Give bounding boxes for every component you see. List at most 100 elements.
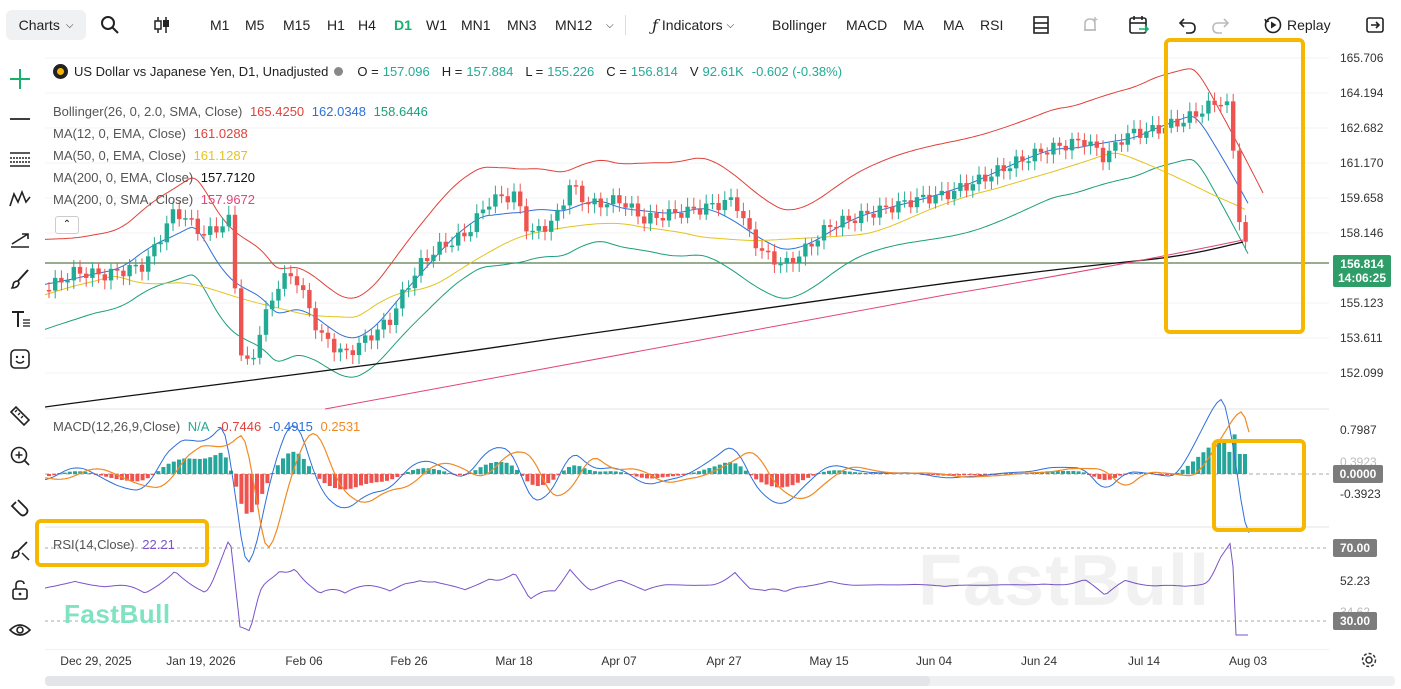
crosshair-tool[interactable] — [6, 65, 34, 93]
pattern-tool[interactable] — [6, 185, 34, 213]
quick-indicator-ma[interactable]: MA — [903, 17, 924, 33]
legend-ma-50[interactable]: MA(50, 0, EMA, Close) 161.1287 — [53, 148, 252, 163]
layout-button[interactable] — [1031, 10, 1051, 40]
replay-icon — [1264, 16, 1282, 34]
redo-button[interactable] — [1210, 10, 1230, 40]
timeframe-m5[interactable]: M5 — [245, 17, 265, 33]
macd-na: N/A — [187, 419, 210, 434]
candle-body — [139, 264, 145, 272]
undo-icon — [1178, 18, 1196, 34]
legend-macd[interactable]: MACD(12,26,9,Close) N/A -0.7446 -0.4915 … — [53, 419, 364, 434]
fib-tool[interactable] — [6, 145, 34, 173]
timeframe-mn1[interactable]: MN1 — [461, 17, 491, 33]
quick-indicator-ma-2[interactable]: MA — [943, 17, 964, 33]
price-tick: 158.146 — [1340, 226, 1384, 240]
exit-fullscreen-button[interactable] — [1365, 10, 1385, 40]
macd-histogram-bar — [197, 458, 202, 474]
brush-tool[interactable] — [6, 265, 34, 293]
replay-button[interactable]: Replay — [1263, 10, 1331, 40]
emoji-tool[interactable] — [6, 345, 34, 373]
timeframe-mn12[interactable]: MN12 — [555, 17, 593, 33]
candle-body — [883, 205, 889, 208]
timeframe-d1[interactable]: D1 — [394, 17, 412, 33]
chevron-down-icon: ⌵ — [726, 19, 735, 31]
macd-histogram-bar — [619, 472, 623, 474]
line-tool[interactable] — [6, 105, 34, 133]
macd-histogram-bar — [957, 474, 961, 476]
macd-histogram-bar — [1196, 456, 1201, 474]
macd-histogram-bar — [1066, 471, 1071, 474]
candle-body — [456, 232, 461, 246]
zoom-in-tool[interactable] — [6, 442, 34, 470]
hide-drawings-tool[interactable] — [6, 536, 34, 564]
legend-rsi[interactable]: RSI(14,Close) 22.21 — [53, 537, 179, 552]
macd-histogram-bar — [145, 474, 150, 479]
collapse-legend-button[interactable]: ⌃ — [55, 216, 79, 234]
timeframe-more-chevron-icon[interactable]: ⌵ — [606, 19, 614, 31]
date-axis[interactable]: Dec 29, 2025 Jan 19, 2026 Feb 06 Feb 26 … — [45, 650, 1329, 672]
macd-histogram-bar — [582, 468, 587, 474]
date-tick: Jan 19, 2026 — [166, 654, 236, 668]
candle-body — [573, 185, 579, 187]
macd-histogram-bar — [847, 471, 852, 474]
timeframe-m15[interactable]: M15 — [283, 17, 311, 33]
macd-value-1: -0.7446 — [217, 419, 262, 434]
macd-histogram-bar — [1185, 465, 1190, 474]
price-chart[interactable] — [45, 50, 1329, 650]
candle-body — [418, 258, 424, 276]
projection-tool[interactable] — [6, 225, 34, 253]
text-tool[interactable] — [6, 305, 34, 333]
candle-body — [735, 197, 740, 211]
quick-indicator-bollinger[interactable]: Bollinger — [772, 17, 827, 33]
legend-ma-200-sma[interactable]: MA(200, 0, SMA, Close) 157.9672 — [53, 192, 259, 207]
visibility-tool[interactable] — [6, 616, 34, 644]
magnet-tool[interactable] — [6, 496, 34, 524]
scrollbar-thumb[interactable] — [45, 676, 930, 686]
timeframe-h1[interactable]: H1 — [327, 17, 345, 33]
replay-label: Replay — [1287, 17, 1331, 33]
macd-histogram-bar — [88, 472, 93, 474]
ma-200-sma-line — [324, 239, 1244, 410]
candle-body — [214, 226, 219, 233]
macd-histogram-bar — [1237, 454, 1242, 474]
macd-histogram-bar — [962, 474, 967, 476]
chart-type-button[interactable] — [152, 10, 172, 40]
candle-body — [164, 223, 169, 243]
timeframe-w1[interactable]: W1 — [426, 17, 447, 33]
alert-button[interactable] — [1080, 10, 1100, 40]
zoom-in-icon — [10, 446, 30, 466]
macd-histogram-bar — [769, 474, 774, 487]
legend-ma-200-ema[interactable]: MA(200, 0, EMA, Close) 157.7120 — [53, 170, 259, 185]
charts-menu-button[interactable]: Charts ⌵ — [6, 10, 86, 40]
candle-body — [753, 229, 758, 249]
current-time: 14:06:25 — [1337, 271, 1387, 285]
legend-ma-12[interactable]: MA(12, 0, EMA, Close) 161.0288 — [53, 126, 252, 141]
horizontal-scrollbar[interactable] — [45, 676, 1395, 686]
macd-histogram-bar — [1092, 474, 1097, 477]
macd-histogram-bar — [1118, 474, 1123, 476]
ruler-tool[interactable] — [6, 402, 34, 430]
legend-bollinger[interactable]: Bollinger(26, 0, 2.0, SMA, Close) 165.42… — [53, 104, 432, 119]
macd-histogram-bar — [702, 469, 707, 474]
macd-histogram-bar — [312, 473, 317, 474]
indicators-button[interactable]: ƒ Indicators ⌵ — [652, 10, 734, 40]
macd-histogram-bar — [1165, 474, 1169, 475]
calendar-button[interactable] — [1128, 10, 1150, 40]
chart-settings-button[interactable] — [1360, 651, 1380, 671]
lock-tool[interactable] — [6, 576, 34, 604]
macd-histogram-bar — [587, 469, 592, 474]
undo-button[interactable] — [1178, 10, 1198, 40]
candle-body — [604, 204, 610, 208]
search-button[interactable] — [100, 10, 120, 40]
timeframe-m1[interactable]: M1 — [210, 17, 230, 33]
macd-histogram-bar — [842, 470, 847, 474]
macd-histogram-bar — [676, 474, 681, 476]
price-axis[interactable]: 165.706 164.194 162.682 161.170 159.658 … — [1330, 50, 1401, 650]
timeframe-mn3[interactable]: MN3 — [507, 17, 537, 33]
candle-body — [1169, 118, 1174, 128]
legend-label: MA(50, 0, EMA, Close) — [53, 148, 186, 163]
quick-indicator-macd[interactable]: MACD — [846, 17, 888, 33]
timeframe-h4[interactable]: H4 — [358, 17, 376, 33]
quick-indicator-rsi[interactable]: RSI — [980, 17, 1004, 33]
price-tick: 152.099 — [1340, 366, 1384, 380]
